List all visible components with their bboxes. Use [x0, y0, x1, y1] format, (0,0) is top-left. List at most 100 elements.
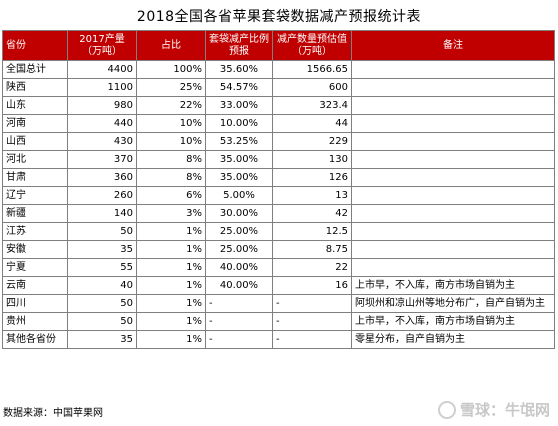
- col-header-cut-ratio: 套袋减产比例预报: [205, 30, 273, 61]
- share-cell: 1%: [136, 294, 206, 313]
- watermark: 雪球：牛氓网: [437, 399, 550, 420]
- table-row: 江苏 50 1% 25.00% 12.5: [2, 222, 555, 241]
- cut-amount-cell: -: [272, 330, 352, 349]
- table-row: 河北 370 8% 35.00% 130: [2, 150, 555, 169]
- cut-ratio-cell: 40.00%: [205, 276, 273, 295]
- apple-output-table: 省份 2017产量（万吨） 占比 套袋减产比例预报 减产数量预估值（万吨） 备注…: [2, 30, 555, 349]
- note-cell: [351, 222, 555, 241]
- cut-amount-cell: 600: [272, 78, 352, 97]
- cut-ratio-cell: 5.00%: [205, 186, 273, 205]
- share-cell: 100%: [136, 60, 206, 79]
- output-cell: 440: [67, 114, 137, 133]
- cut-amount-cell: -: [272, 294, 352, 313]
- col-header-province: 省份: [2, 30, 68, 61]
- province-cell: 安徽: [2, 240, 68, 259]
- province-cell: 全国总计: [2, 60, 68, 79]
- note-cell: [351, 96, 555, 115]
- output-cell: 50: [67, 222, 137, 241]
- cut-amount-cell: -: [272, 312, 352, 331]
- col-header-output: 2017产量（万吨）: [67, 30, 137, 61]
- data-source: 数据来源：中国苹果网: [3, 408, 103, 419]
- output-cell: 430: [67, 132, 137, 151]
- output-cell: 50: [67, 294, 137, 313]
- province-cell: 山东: [2, 96, 68, 115]
- note-cell: [351, 114, 555, 133]
- cut-ratio-cell: -: [205, 312, 273, 331]
- watermark-text: 雪球：牛氓网: [459, 401, 550, 419]
- note-cell: [351, 78, 555, 97]
- cut-amount-cell: 44: [272, 114, 352, 133]
- province-cell: 河北: [2, 150, 68, 169]
- province-cell: 甘肃: [2, 168, 68, 187]
- share-cell: 22%: [136, 96, 206, 115]
- output-cell: 260: [67, 186, 137, 205]
- cut-ratio-cell: 33.00%: [205, 96, 273, 115]
- table-row: 安徽 35 1% 25.00% 8.75: [2, 240, 555, 259]
- table-row: 河南 440 10% 10.00% 44: [2, 114, 555, 133]
- col-header-note: 备注: [351, 30, 555, 61]
- share-cell: 1%: [136, 276, 206, 295]
- province-cell: 辽宁: [2, 186, 68, 205]
- share-cell: 1%: [136, 240, 206, 259]
- cut-ratio-cell: -: [205, 330, 273, 349]
- cut-amount-cell: 8.75: [272, 240, 352, 259]
- output-cell: 55: [67, 258, 137, 277]
- output-cell: 140: [67, 204, 137, 223]
- share-cell: 8%: [136, 150, 206, 169]
- cut-ratio-cell: 10.00%: [205, 114, 273, 133]
- table-row: 山西 430 10% 53.25% 229: [2, 132, 555, 151]
- note-cell: [351, 240, 555, 259]
- province-cell: 江苏: [2, 222, 68, 241]
- table-row: 其他各省份 35 1% - - 零星分布，自产自销为主: [2, 330, 555, 349]
- share-cell: 1%: [136, 258, 206, 277]
- cut-ratio-cell: 53.25%: [205, 132, 273, 151]
- cut-ratio-cell: 40.00%: [205, 258, 273, 277]
- cut-ratio-cell: 35.00%: [205, 168, 273, 187]
- cut-ratio-cell: 35.60%: [205, 60, 273, 79]
- share-cell: 3%: [136, 204, 206, 223]
- note-cell: 阿坝州和凉山州等地分布广，自产自销为主: [351, 294, 555, 313]
- table-title: 2018全国各省苹果套袋数据减产预报统计表: [136, 9, 422, 25]
- cut-ratio-cell: 35.00%: [205, 150, 273, 169]
- col-header-share: 占比: [136, 30, 206, 61]
- note-cell: [351, 204, 555, 223]
- table-row: 云南 40 1% 40.00% 16 上市早，不入库，南方市场自销为主: [2, 276, 555, 295]
- cut-ratio-cell: 25.00%: [205, 222, 273, 241]
- share-cell: 8%: [136, 168, 206, 187]
- output-cell: 35: [67, 330, 137, 349]
- province-cell: 陕西: [2, 78, 68, 97]
- cut-amount-cell: 323.4: [272, 96, 352, 115]
- cut-amount-cell: 1566.65: [272, 60, 352, 79]
- note-cell: [351, 186, 555, 205]
- table-row: 宁夏 55 1% 40.00% 22: [2, 258, 555, 277]
- note-cell: [351, 258, 555, 277]
- table-row: 新疆 140 3% 30.00% 42: [2, 204, 555, 223]
- share-cell: 6%: [136, 186, 206, 205]
- cut-amount-cell: 42: [272, 204, 352, 223]
- cut-ratio-cell: 54.57%: [205, 78, 273, 97]
- note-cell: [351, 150, 555, 169]
- snowball-logo-icon: [437, 400, 456, 419]
- cut-ratio-cell: -: [205, 294, 273, 313]
- share-cell: 25%: [136, 78, 206, 97]
- note-cell: [351, 60, 555, 79]
- province-cell: 宁夏: [2, 258, 68, 277]
- output-cell: 35: [67, 240, 137, 259]
- cut-amount-cell: 13: [272, 186, 352, 205]
- table-row: 辽宁 260 6% 5.00% 13: [2, 186, 555, 205]
- table-row: 山东 980 22% 33.00% 323.4: [2, 96, 555, 115]
- share-cell: 10%: [136, 114, 206, 133]
- cut-amount-cell: 22: [272, 258, 352, 277]
- output-cell: 360: [67, 168, 137, 187]
- note-cell: 上市早，不入库，南方市场自销为主: [351, 312, 555, 331]
- province-cell: 河南: [2, 114, 68, 133]
- output-cell: 4400: [67, 60, 137, 79]
- header-row: 省份 2017产量（万吨） 占比 套袋减产比例预报 减产数量预估值（万吨） 备注: [2, 30, 555, 61]
- output-cell: 980: [67, 96, 137, 115]
- share-cell: 1%: [136, 222, 206, 241]
- note-cell: [351, 168, 555, 187]
- output-cell: 50: [67, 312, 137, 331]
- cut-amount-cell: 12.5: [272, 222, 352, 241]
- output-cell: 1100: [67, 78, 137, 97]
- province-cell: 其他各省份: [2, 330, 68, 349]
